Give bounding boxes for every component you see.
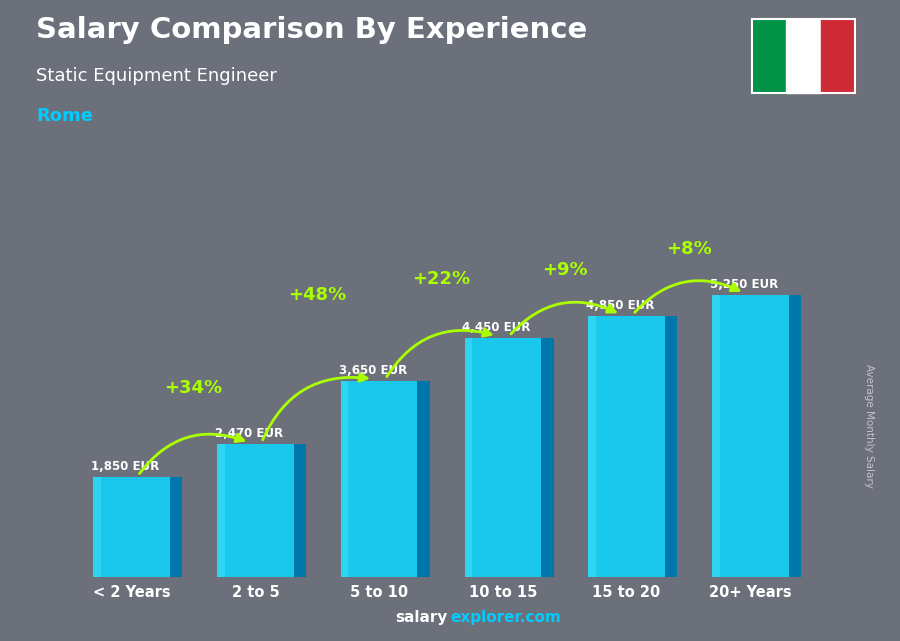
Text: 5,250 EUR: 5,250 EUR <box>710 278 778 290</box>
Bar <box>94 478 170 577</box>
Bar <box>712 295 788 577</box>
Text: Rome: Rome <box>36 107 93 125</box>
Text: 4,850 EUR: 4,850 EUR <box>586 299 654 312</box>
Polygon shape <box>788 295 801 577</box>
Text: +8%: +8% <box>666 240 711 258</box>
Text: 4,450 EUR: 4,450 EUR <box>463 320 531 334</box>
Bar <box>217 444 293 577</box>
Bar <box>94 478 101 577</box>
Text: Average Monthly Salary: Average Monthly Salary <box>863 364 874 488</box>
Bar <box>786 19 821 93</box>
Text: salary: salary <box>395 610 447 625</box>
Polygon shape <box>170 478 183 577</box>
Text: +9%: +9% <box>542 262 588 279</box>
Bar <box>464 338 541 577</box>
Text: 2,470 EUR: 2,470 EUR <box>215 427 284 440</box>
Text: +34%: +34% <box>165 379 222 397</box>
Bar <box>752 19 786 93</box>
Text: 3,650 EUR: 3,650 EUR <box>338 363 407 377</box>
Text: 1,850 EUR: 1,850 EUR <box>91 460 159 474</box>
Bar <box>464 338 473 577</box>
Text: Static Equipment Engineer: Static Equipment Engineer <box>36 67 277 85</box>
Polygon shape <box>665 316 678 577</box>
Polygon shape <box>541 338 554 577</box>
Bar <box>712 295 720 577</box>
Polygon shape <box>293 444 306 577</box>
Bar <box>589 316 665 577</box>
Bar <box>589 316 596 577</box>
Text: +48%: +48% <box>288 286 346 304</box>
Bar <box>821 19 855 93</box>
Text: explorer.com: explorer.com <box>450 610 561 625</box>
Text: +22%: +22% <box>412 270 470 288</box>
Polygon shape <box>418 381 430 577</box>
Text: Salary Comparison By Experience: Salary Comparison By Experience <box>36 16 587 44</box>
Bar <box>217 444 225 577</box>
Bar <box>341 381 348 577</box>
Bar <box>341 381 418 577</box>
